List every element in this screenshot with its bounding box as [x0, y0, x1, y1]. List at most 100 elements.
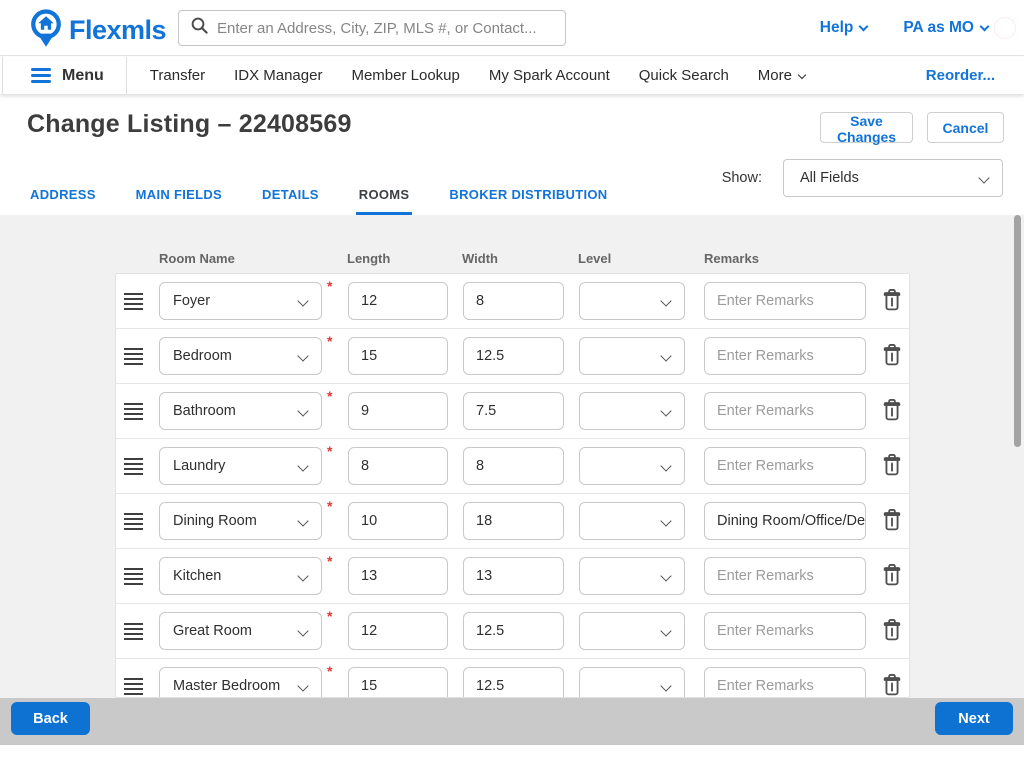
- remarks-input[interactable]: [704, 612, 866, 650]
- room-name-select[interactable]: Bedroom: [159, 337, 322, 375]
- menu-item-my-spark-account[interactable]: My Spark Account: [488, 67, 610, 84]
- next-button[interactable]: Next: [935, 702, 1013, 735]
- trash-icon[interactable]: [879, 287, 905, 315]
- length-input[interactable]: [348, 392, 448, 430]
- level-select[interactable]: [579, 502, 685, 540]
- drag-handle-icon[interactable]: [124, 458, 143, 475]
- width-input[interactable]: [463, 502, 564, 540]
- level-select[interactable]: [579, 447, 685, 485]
- remarks-input[interactable]: [704, 667, 866, 697]
- room-name-select[interactable]: Foyer: [159, 282, 322, 320]
- room-name-select[interactable]: Master Bedroom: [159, 667, 322, 697]
- room-name-select[interactable]: Dining Room: [159, 502, 322, 540]
- save-changes-button[interactable]: Save Changes: [820, 112, 913, 145]
- level-select[interactable]: [579, 667, 685, 697]
- trash-icon[interactable]: [879, 507, 905, 535]
- column-header-width: Width: [462, 251, 498, 266]
- drag-handle-icon[interactable]: [124, 293, 143, 310]
- trash-icon[interactable]: [879, 617, 905, 645]
- tab-details[interactable]: DETAILS: [262, 187, 319, 202]
- menu-item-idx-manager[interactable]: IDX Manager: [234, 67, 323, 84]
- rooms-table: Foyer * Bedroom *: [115, 273, 910, 698]
- chevron-down-icon: [660, 680, 672, 692]
- width-input[interactable]: [463, 612, 564, 650]
- drag-handle-icon[interactable]: [124, 623, 143, 640]
- wizard-footer: Back Next: [0, 698, 1024, 745]
- menu-button[interactable]: Menu: [2, 57, 127, 94]
- chevron-down-icon: [297, 350, 309, 362]
- room-name-select[interactable]: Great Room: [159, 612, 322, 650]
- length-input[interactable]: [348, 667, 448, 697]
- cancel-button[interactable]: Cancel: [927, 112, 1004, 143]
- length-input[interactable]: [348, 447, 448, 485]
- drag-handle-icon[interactable]: [124, 348, 143, 365]
- column-header-length: Length: [347, 251, 391, 266]
- chevron-down-icon: [797, 70, 807, 80]
- width-input[interactable]: [463, 282, 564, 320]
- chevron-down-icon: [660, 405, 672, 417]
- trash-icon[interactable]: [879, 342, 905, 370]
- level-select[interactable]: [579, 392, 685, 430]
- tab-address[interactable]: ADDRESS: [30, 187, 96, 202]
- room-name-select[interactable]: Laundry: [159, 447, 322, 485]
- remarks-input[interactable]: [704, 557, 866, 595]
- drag-handle-icon[interactable]: [124, 403, 143, 420]
- remarks-input[interactable]: [704, 392, 866, 430]
- tab-rooms[interactable]: ROOMS: [355, 187, 413, 215]
- room-name-select[interactable]: Bathroom: [159, 392, 322, 430]
- trash-icon[interactable]: [879, 452, 905, 480]
- help-menu[interactable]: Help: [820, 19, 869, 37]
- room-name-select[interactable]: Kitchen: [159, 557, 322, 595]
- chevron-down-icon: [297, 460, 309, 472]
- drag-handle-icon[interactable]: [124, 678, 143, 695]
- level-select[interactable]: [579, 282, 685, 320]
- remarks-input[interactable]: [704, 337, 866, 375]
- table-row: Laundry *: [116, 439, 909, 494]
- flexmls-logo[interactable]: Flexmls: [28, 8, 167, 53]
- show-fields-select[interactable]: All Fields: [783, 159, 1003, 197]
- level-select[interactable]: [579, 337, 685, 375]
- length-input[interactable]: [348, 502, 448, 540]
- back-button[interactable]: Back: [11, 702, 90, 735]
- avatar[interactable]: [994, 17, 1016, 39]
- length-input[interactable]: [348, 612, 448, 650]
- tab-broker-distribution[interactable]: BROKER DISTRIBUTION: [449, 187, 608, 202]
- chevron-down-icon: [660, 460, 672, 472]
- account-menu[interactable]: PA as MO: [903, 19, 990, 37]
- menu-item-quick-search[interactable]: Quick Search: [638, 67, 729, 84]
- trash-icon[interactable]: [879, 397, 905, 425]
- length-input[interactable]: [348, 337, 448, 375]
- remarks-input[interactable]: [704, 282, 866, 320]
- width-input[interactable]: [463, 447, 564, 485]
- menu-item-member-lookup[interactable]: Member Lookup: [351, 67, 460, 84]
- remarks-input[interactable]: [704, 447, 866, 485]
- trash-icon[interactable]: [879, 562, 905, 590]
- trash-icon[interactable]: [879, 672, 905, 697]
- menu-item-transfer[interactable]: Transfer: [149, 67, 206, 84]
- search-input[interactable]: [217, 13, 565, 43]
- menu-item-more[interactable]: More: [758, 67, 807, 84]
- width-input[interactable]: [463, 337, 564, 375]
- scrollbar-thumb[interactable]: [1014, 215, 1021, 447]
- length-input[interactable]: [348, 557, 448, 595]
- show-label: Show:: [721, 170, 762, 186]
- search-icon: [191, 17, 208, 39]
- required-asterisk: *: [327, 498, 333, 514]
- drag-handle-icon[interactable]: [124, 568, 143, 585]
- width-input[interactable]: [463, 557, 564, 595]
- chevron-down-icon: [660, 350, 672, 362]
- length-input[interactable]: [348, 282, 448, 320]
- column-header-level: Level: [578, 251, 612, 266]
- hamburger-icon: [31, 68, 51, 83]
- level-select[interactable]: [579, 557, 685, 595]
- remarks-input[interactable]: [704, 502, 866, 540]
- reorder-link[interactable]: Reorder...: [925, 67, 995, 84]
- required-asterisk: *: [327, 333, 333, 349]
- global-search[interactable]: [178, 10, 566, 46]
- drag-handle-icon[interactable]: [124, 513, 143, 530]
- required-asterisk: *: [327, 388, 333, 404]
- width-input[interactable]: [463, 667, 564, 697]
- level-select[interactable]: [579, 612, 685, 650]
- tab-main-fields[interactable]: MAIN FIELDS: [135, 187, 223, 202]
- width-input[interactable]: [463, 392, 564, 430]
